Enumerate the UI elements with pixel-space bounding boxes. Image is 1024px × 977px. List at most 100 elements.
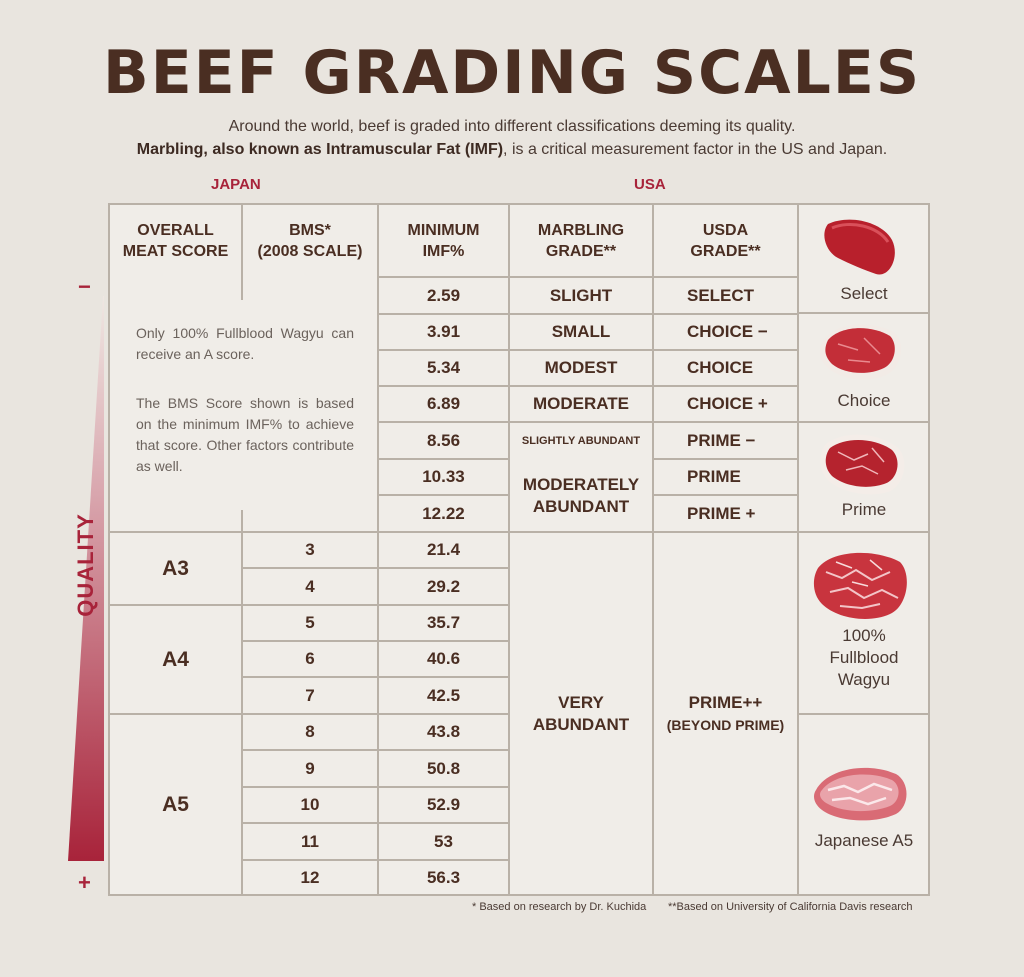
grid-line bbox=[243, 822, 508, 824]
quality-gradient-bar bbox=[68, 296, 104, 861]
header-bms: BMS* (2008 SCALE) bbox=[257, 222, 363, 260]
imf-value: 12.22 bbox=[422, 503, 465, 523]
imf-value: 52.9 bbox=[426, 795, 461, 814]
grid-line bbox=[508, 204, 510, 895]
imf-value: 56.3 bbox=[426, 868, 461, 887]
grid-line bbox=[243, 676, 508, 678]
marbling-moderately-abundant: MODERATELY ABUNDANT bbox=[522, 474, 640, 516]
imf-value: 6.89 bbox=[426, 394, 461, 413]
subtitle-line-1: Around the world, beef is graded into di… bbox=[228, 118, 796, 135]
marbling-modest: MODEST bbox=[544, 358, 618, 377]
caption-select: Select bbox=[840, 284, 888, 303]
grading-table bbox=[108, 203, 930, 896]
bms-value: 7 bbox=[305, 685, 315, 705]
bms-value: 6 bbox=[305, 649, 315, 668]
grid-line bbox=[799, 421, 929, 423]
grid-line bbox=[379, 494, 508, 496]
usda-choice: CHOICE bbox=[687, 358, 754, 377]
grid-line bbox=[652, 204, 654, 895]
imf-value: 50.8 bbox=[426, 758, 461, 778]
grid-line bbox=[241, 204, 243, 300]
usda-prime: PRIME bbox=[687, 467, 741, 486]
grid-line bbox=[510, 313, 798, 315]
grid-line bbox=[243, 749, 508, 751]
header-minimum-imf: MINIMUM IMF% bbox=[407, 222, 480, 260]
imf-value: 8.56 bbox=[426, 430, 461, 450]
imf-value: 35.7 bbox=[426, 613, 461, 632]
header-usda-grade: USDA GRADE** bbox=[690, 222, 761, 260]
marbling-moderate: MODERATE bbox=[532, 394, 629, 413]
marbling-slight: SLIGHT bbox=[549, 285, 613, 305]
usda-choice-minus: CHOICE − bbox=[687, 322, 768, 341]
grid-line bbox=[510, 421, 798, 423]
marbling-very-abundant: VERY ABUNDANT bbox=[532, 693, 630, 734]
grid-line bbox=[799, 312, 929, 314]
usda-choice-plus: CHOICE + bbox=[687, 394, 768, 413]
meat-score-a3: A3 bbox=[162, 556, 189, 580]
imf-value: 43.8 bbox=[426, 722, 461, 741]
caption-choice: Choice bbox=[837, 391, 891, 410]
note-bms-score: The BMS Score shown is based on the mini… bbox=[136, 395, 354, 474]
imf-value: 40.6 bbox=[426, 649, 461, 668]
bms-value: 9 bbox=[305, 758, 315, 778]
grid-line bbox=[379, 385, 508, 387]
marbling-slightly-abundant: SLIGHTLY ABUNDANT bbox=[521, 434, 641, 447]
bms-value: 11 bbox=[301, 831, 319, 851]
usda-select: SELECT bbox=[687, 285, 755, 305]
bms-value: 10 bbox=[300, 795, 320, 814]
grid-line bbox=[510, 385, 798, 387]
usda-prime-plus: PRIME + bbox=[687, 503, 756, 523]
grid-line bbox=[243, 640, 508, 642]
bms-value: 4 bbox=[305, 576, 315, 596]
subtitle-bold: Marbling, also known as Intramuscular Fa… bbox=[136, 141, 504, 158]
imf-value: 5.34 bbox=[426, 358, 461, 377]
grid-line bbox=[654, 458, 798, 460]
japanese-a5-steak-image bbox=[814, 767, 907, 821]
marbling-small: SMALL bbox=[551, 322, 611, 341]
imf-value: 29.2 bbox=[426, 576, 461, 596]
imf-value: 53 bbox=[434, 831, 453, 851]
grid-line bbox=[379, 421, 508, 423]
bms-value: 12 bbox=[300, 868, 320, 887]
footnote-kuchida: * Based on research by Dr. Kuchida bbox=[472, 901, 647, 913]
grid-line bbox=[379, 349, 508, 351]
bms-value: 8 bbox=[305, 722, 315, 741]
bms-value: 5 bbox=[305, 613, 315, 632]
imf-value: 3.91 bbox=[426, 322, 461, 341]
note-fullblood: Only 100% Fullblood Wagyu can receive an… bbox=[136, 325, 354, 362]
subtitle-rest: , is a critical measurement factor in th… bbox=[503, 141, 888, 158]
grid-line bbox=[241, 510, 243, 895]
grid-line bbox=[797, 204, 799, 895]
imf-value: 2.59 bbox=[426, 285, 461, 305]
grid-line bbox=[108, 531, 653, 533]
imf-value: 42.5 bbox=[426, 685, 461, 705]
grid-line bbox=[108, 604, 508, 606]
bms-value: 3 bbox=[305, 540, 315, 559]
grid-line bbox=[654, 494, 798, 496]
caption-japanese-a5: Japanese A5 bbox=[814, 831, 914, 850]
grid-line bbox=[243, 567, 508, 569]
wagyu-steak-image bbox=[813, 552, 907, 619]
grid-line bbox=[654, 531, 930, 533]
grid-line bbox=[799, 713, 929, 715]
quality-minus: − bbox=[78, 274, 91, 299]
footnote-uc-davis: **Based on University of California Davi… bbox=[668, 901, 913, 913]
meat-score-a4: A4 bbox=[162, 647, 189, 671]
subtitle-line-2: Marbling, also known as Intramuscular Fa… bbox=[0, 141, 1024, 159]
grid-line bbox=[510, 349, 798, 351]
grid-line bbox=[243, 786, 508, 788]
prime-steak-image bbox=[820, 434, 905, 495]
usda-prime-minus: PRIME − bbox=[687, 430, 756, 450]
usda-prime-plus-plus: PRIME++ (BEYOND PRIME) bbox=[666, 693, 785, 733]
grid-line bbox=[243, 859, 508, 861]
header-overall-meat-score: OVERALL MEAT SCORE bbox=[122, 222, 229, 260]
grid-line bbox=[379, 276, 798, 278]
caption-prime: Prime bbox=[841, 500, 887, 519]
imf-value: 21.4 bbox=[426, 540, 461, 559]
caption-wagyu: 100% Fullblood Wagyu bbox=[829, 626, 899, 689]
grid-line bbox=[379, 313, 508, 315]
choice-steak-image bbox=[819, 324, 902, 380]
imf-value: 10.33 bbox=[422, 467, 465, 486]
grid-line bbox=[379, 458, 508, 460]
quality-plus: + bbox=[78, 870, 91, 895]
